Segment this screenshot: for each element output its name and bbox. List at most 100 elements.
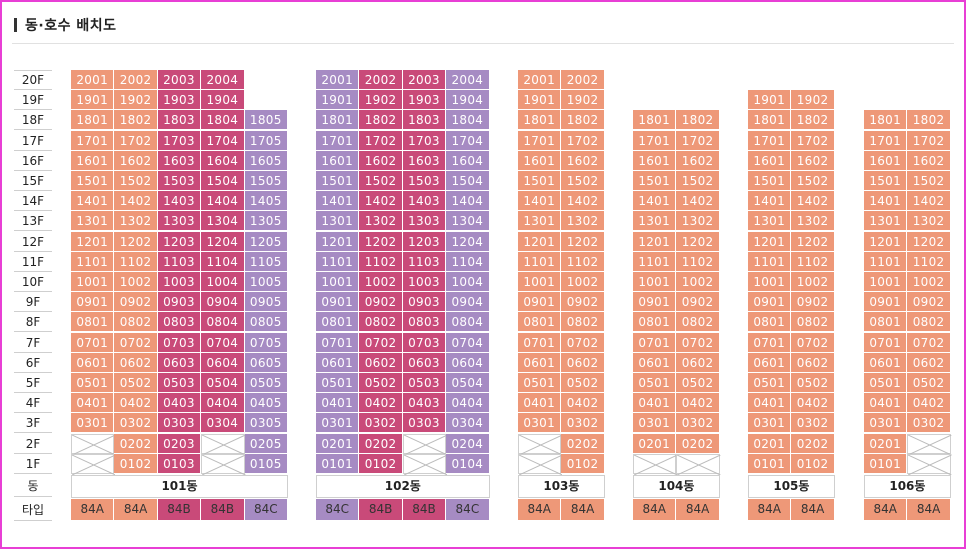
- unit-cell[interactable]: 0901: [633, 292, 677, 313]
- unit-cell[interactable]: 2004: [201, 70, 245, 90]
- unit-cell[interactable]: 1904: [446, 90, 490, 111]
- unit-cell[interactable]: 1101: [633, 251, 677, 272]
- unit-cell[interactable]: 0202: [114, 433, 158, 454]
- unit-cell[interactable]: 0303: [157, 413, 202, 434]
- unit-cell[interactable]: 0203: [157, 433, 202, 454]
- unit-cell[interactable]: 1602: [907, 150, 951, 171]
- unit-cell[interactable]: 1202: [359, 231, 403, 252]
- unit-cell[interactable]: 1601: [316, 150, 360, 171]
- unit-cell[interactable]: 2002: [561, 70, 605, 90]
- unit-cell[interactable]: 1802: [359, 110, 403, 131]
- unit-cell[interactable]: 0901: [316, 292, 360, 313]
- unit-cell[interactable]: 0702: [114, 332, 158, 353]
- unit-cell[interactable]: 0701: [316, 332, 360, 353]
- unit-cell[interactable]: 0302: [907, 413, 951, 434]
- unit-cell[interactable]: 0601: [633, 352, 677, 373]
- unit-cell[interactable]: 1002: [676, 272, 720, 292]
- unit-cell[interactable]: 1402: [676, 191, 720, 212]
- unit-cell[interactable]: 0801: [864, 312, 908, 333]
- unit-cell[interactable]: 1502: [359, 171, 403, 191]
- unit-cell[interactable]: 0404: [201, 393, 245, 414]
- unit-cell[interactable]: 1302: [676, 211, 720, 232]
- unit-cell[interactable]: 0402: [359, 393, 403, 414]
- unit-cell[interactable]: 0701: [518, 332, 562, 353]
- unit-cell[interactable]: 0702: [561, 332, 605, 353]
- unit-cell[interactable]: 1202: [676, 231, 720, 252]
- unit-cell[interactable]: 1703: [402, 130, 447, 151]
- unit-cell[interactable]: 1201: [518, 231, 562, 252]
- unit-cell[interactable]: 1201: [748, 231, 792, 252]
- unit-cell[interactable]: 1603: [402, 150, 447, 171]
- unit-cell[interactable]: 1502: [561, 171, 605, 191]
- unit-cell[interactable]: 0601: [316, 352, 360, 373]
- unit-cell[interactable]: 1602: [359, 150, 403, 171]
- unit-cell[interactable]: 0202: [561, 433, 605, 454]
- unit-cell[interactable]: 0904: [446, 292, 490, 313]
- unit-cell[interactable]: 1501: [864, 171, 908, 191]
- unit-cell[interactable]: 1402: [561, 191, 605, 212]
- unit-cell[interactable]: 0102: [114, 453, 158, 474]
- unit-cell[interactable]: 1701: [316, 130, 360, 151]
- unit-cell[interactable]: 1705: [244, 130, 288, 151]
- unit-cell[interactable]: 0202: [359, 433, 403, 454]
- unit-cell[interactable]: 0401: [518, 393, 562, 414]
- unit-cell[interactable]: 1902: [359, 90, 403, 111]
- unit-cell[interactable]: 0502: [676, 373, 720, 393]
- unit-cell[interactable]: 1501: [633, 171, 677, 191]
- unit-cell[interactable]: 1401: [748, 191, 792, 212]
- unit-cell[interactable]: 0701: [71, 332, 115, 353]
- unit-cell[interactable]: 1602: [676, 150, 720, 171]
- unit-cell[interactable]: 0301: [748, 413, 792, 434]
- unit-cell[interactable]: 1201: [633, 231, 677, 252]
- unit-cell[interactable]: 0402: [114, 393, 158, 414]
- unit-cell[interactable]: 0505: [244, 373, 288, 393]
- unit-cell[interactable]: 0803: [402, 312, 447, 333]
- unit-cell[interactable]: 1302: [114, 211, 158, 232]
- unit-cell[interactable]: 0301: [864, 413, 908, 434]
- unit-cell[interactable]: 1301: [518, 211, 562, 232]
- unit-cell[interactable]: 1104: [446, 251, 490, 272]
- unit-cell[interactable]: 1305: [244, 211, 288, 232]
- unit-cell[interactable]: 1702: [359, 130, 403, 151]
- unit-cell[interactable]: 0601: [864, 352, 908, 373]
- unit-cell[interactable]: 0405: [244, 393, 288, 414]
- unit-cell[interactable]: 1502: [676, 171, 720, 191]
- unit-cell[interactable]: 1901: [748, 90, 792, 111]
- unit-cell[interactable]: 0801: [633, 312, 677, 333]
- unit-cell[interactable]: 1604: [446, 150, 490, 171]
- unit-cell[interactable]: 0501: [518, 373, 562, 393]
- unit-cell[interactable]: 1902: [114, 90, 158, 111]
- unit-cell[interactable]: 0201: [864, 433, 908, 454]
- unit-cell[interactable]: 0204: [446, 433, 490, 454]
- unit-cell[interactable]: 1102: [791, 251, 835, 272]
- unit-cell[interactable]: 0802: [907, 312, 951, 333]
- unit-cell[interactable]: 0503: [402, 373, 447, 393]
- unit-cell[interactable]: 1001: [864, 272, 908, 292]
- unit-cell[interactable]: 1501: [71, 171, 115, 191]
- unit-cell[interactable]: 0302: [791, 413, 835, 434]
- unit-cell[interactable]: 0702: [907, 332, 951, 353]
- unit-cell[interactable]: 1601: [71, 150, 115, 171]
- unit-cell[interactable]: 0903: [402, 292, 447, 313]
- unit-cell[interactable]: 1701: [71, 130, 115, 151]
- unit-cell[interactable]: 1501: [518, 171, 562, 191]
- unit-cell[interactable]: 1801: [633, 110, 677, 131]
- unit-cell[interactable]: 0901: [864, 292, 908, 313]
- unit-cell[interactable]: 1402: [791, 191, 835, 212]
- unit-cell[interactable]: 1601: [633, 150, 677, 171]
- unit-cell[interactable]: 1402: [359, 191, 403, 212]
- unit-cell[interactable]: 0301: [316, 413, 360, 434]
- unit-cell[interactable]: 1801: [518, 110, 562, 131]
- unit-cell[interactable]: 1503: [157, 171, 202, 191]
- unit-cell[interactable]: 1301: [864, 211, 908, 232]
- unit-cell[interactable]: 1005: [244, 272, 288, 292]
- unit-cell[interactable]: 1602: [114, 150, 158, 171]
- unit-cell[interactable]: 1605: [244, 150, 288, 171]
- unit-cell[interactable]: 1001: [748, 272, 792, 292]
- unit-cell[interactable]: 1801: [316, 110, 360, 131]
- unit-cell[interactable]: 1502: [114, 171, 158, 191]
- unit-cell[interactable]: 1603: [157, 150, 202, 171]
- unit-cell[interactable]: 1803: [402, 110, 447, 131]
- unit-cell[interactable]: 1504: [446, 171, 490, 191]
- unit-cell[interactable]: 1902: [791, 90, 835, 111]
